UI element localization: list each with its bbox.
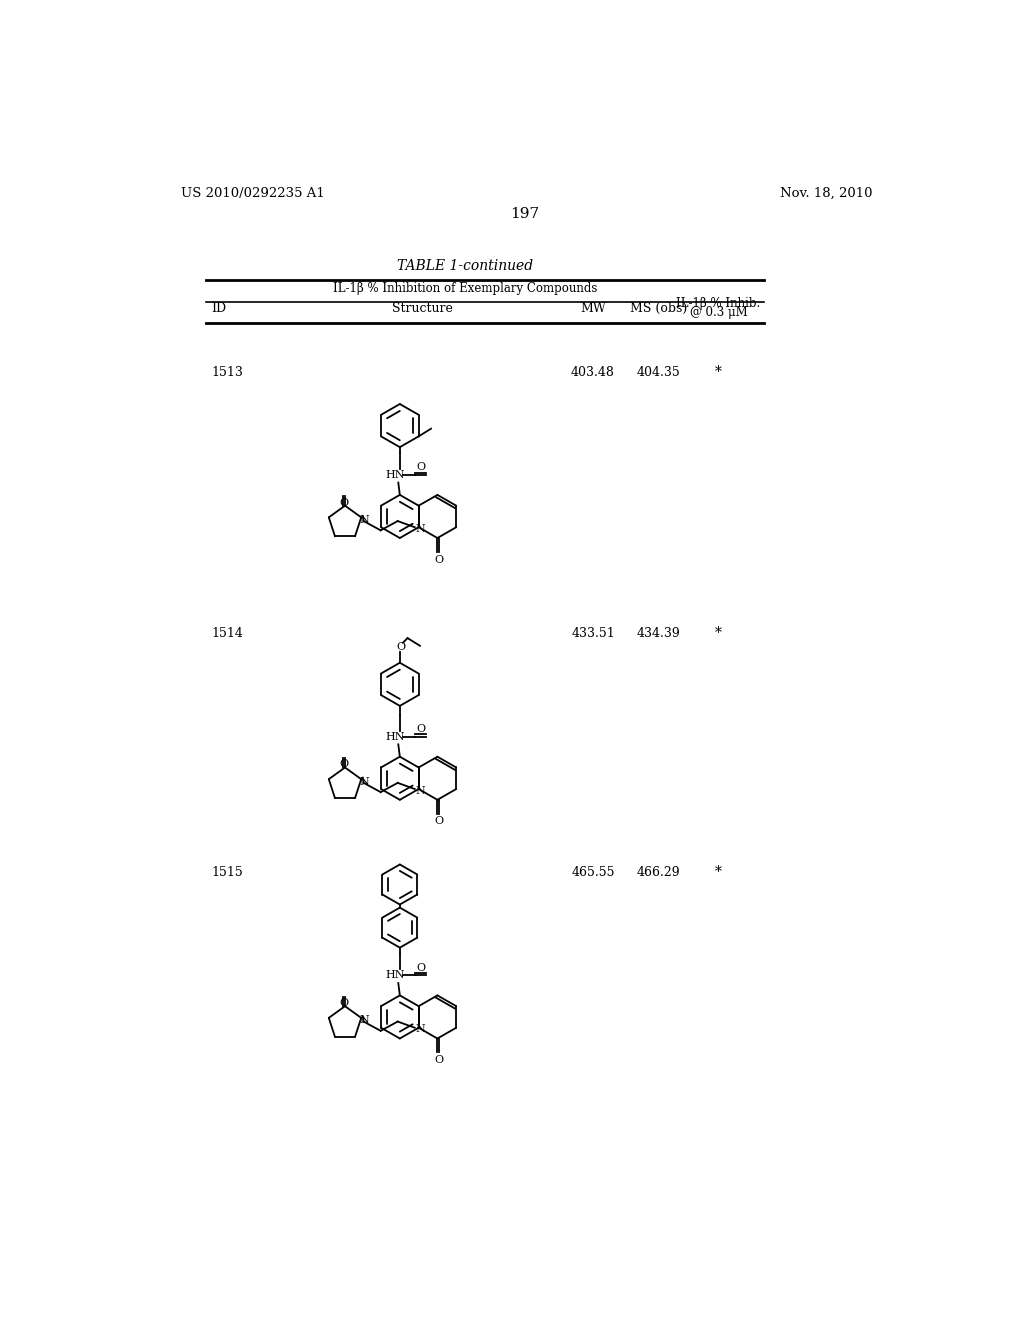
- Text: @ 0.3 μM: @ 0.3 μM: [690, 306, 748, 319]
- Text: O: O: [416, 462, 425, 473]
- Text: N: N: [416, 1024, 425, 1035]
- Text: 1514: 1514: [212, 627, 244, 640]
- Text: 404.35: 404.35: [637, 366, 681, 379]
- Text: O: O: [434, 1055, 443, 1065]
- Text: O: O: [434, 554, 443, 565]
- Text: 403.48: 403.48: [571, 366, 615, 379]
- Text: 466.29: 466.29: [637, 866, 681, 879]
- Text: O: O: [340, 998, 349, 1008]
- Text: O: O: [416, 725, 425, 734]
- Text: Structure: Structure: [392, 302, 453, 315]
- Text: N: N: [359, 515, 370, 525]
- Text: 197: 197: [510, 207, 540, 222]
- Text: HN: HN: [386, 470, 406, 480]
- Text: 433.51: 433.51: [571, 627, 614, 640]
- Text: US 2010/0292235 A1: US 2010/0292235 A1: [180, 187, 325, 199]
- Text: 1513: 1513: [212, 366, 244, 379]
- Text: MS (obs): MS (obs): [630, 302, 687, 315]
- Text: Nov. 18, 2010: Nov. 18, 2010: [779, 187, 872, 199]
- Text: O: O: [434, 817, 443, 826]
- Text: O: O: [416, 962, 425, 973]
- Text: HN: HN: [386, 731, 406, 742]
- Text: N: N: [416, 785, 425, 796]
- Text: ID: ID: [212, 302, 227, 315]
- Text: 434.39: 434.39: [637, 627, 681, 640]
- Text: O: O: [396, 643, 406, 652]
- Text: IL-1β % Inhib.: IL-1β % Inhib.: [677, 297, 761, 310]
- Text: HN: HN: [386, 970, 406, 981]
- Text: MW: MW: [581, 302, 606, 315]
- Text: 1515: 1515: [212, 866, 244, 879]
- Text: N: N: [359, 1015, 370, 1026]
- Text: N: N: [359, 776, 370, 787]
- Text: IL-1β % Inhibition of Exemplary Compounds: IL-1β % Inhibition of Exemplary Compound…: [333, 282, 597, 296]
- Text: *: *: [715, 364, 722, 379]
- Text: *: *: [715, 627, 722, 640]
- Text: O: O: [340, 759, 349, 770]
- Text: O: O: [340, 498, 349, 508]
- Text: *: *: [715, 865, 722, 879]
- Text: TABLE 1-continued: TABLE 1-continued: [397, 259, 534, 273]
- Text: N: N: [416, 524, 425, 533]
- Text: 465.55: 465.55: [571, 866, 614, 879]
